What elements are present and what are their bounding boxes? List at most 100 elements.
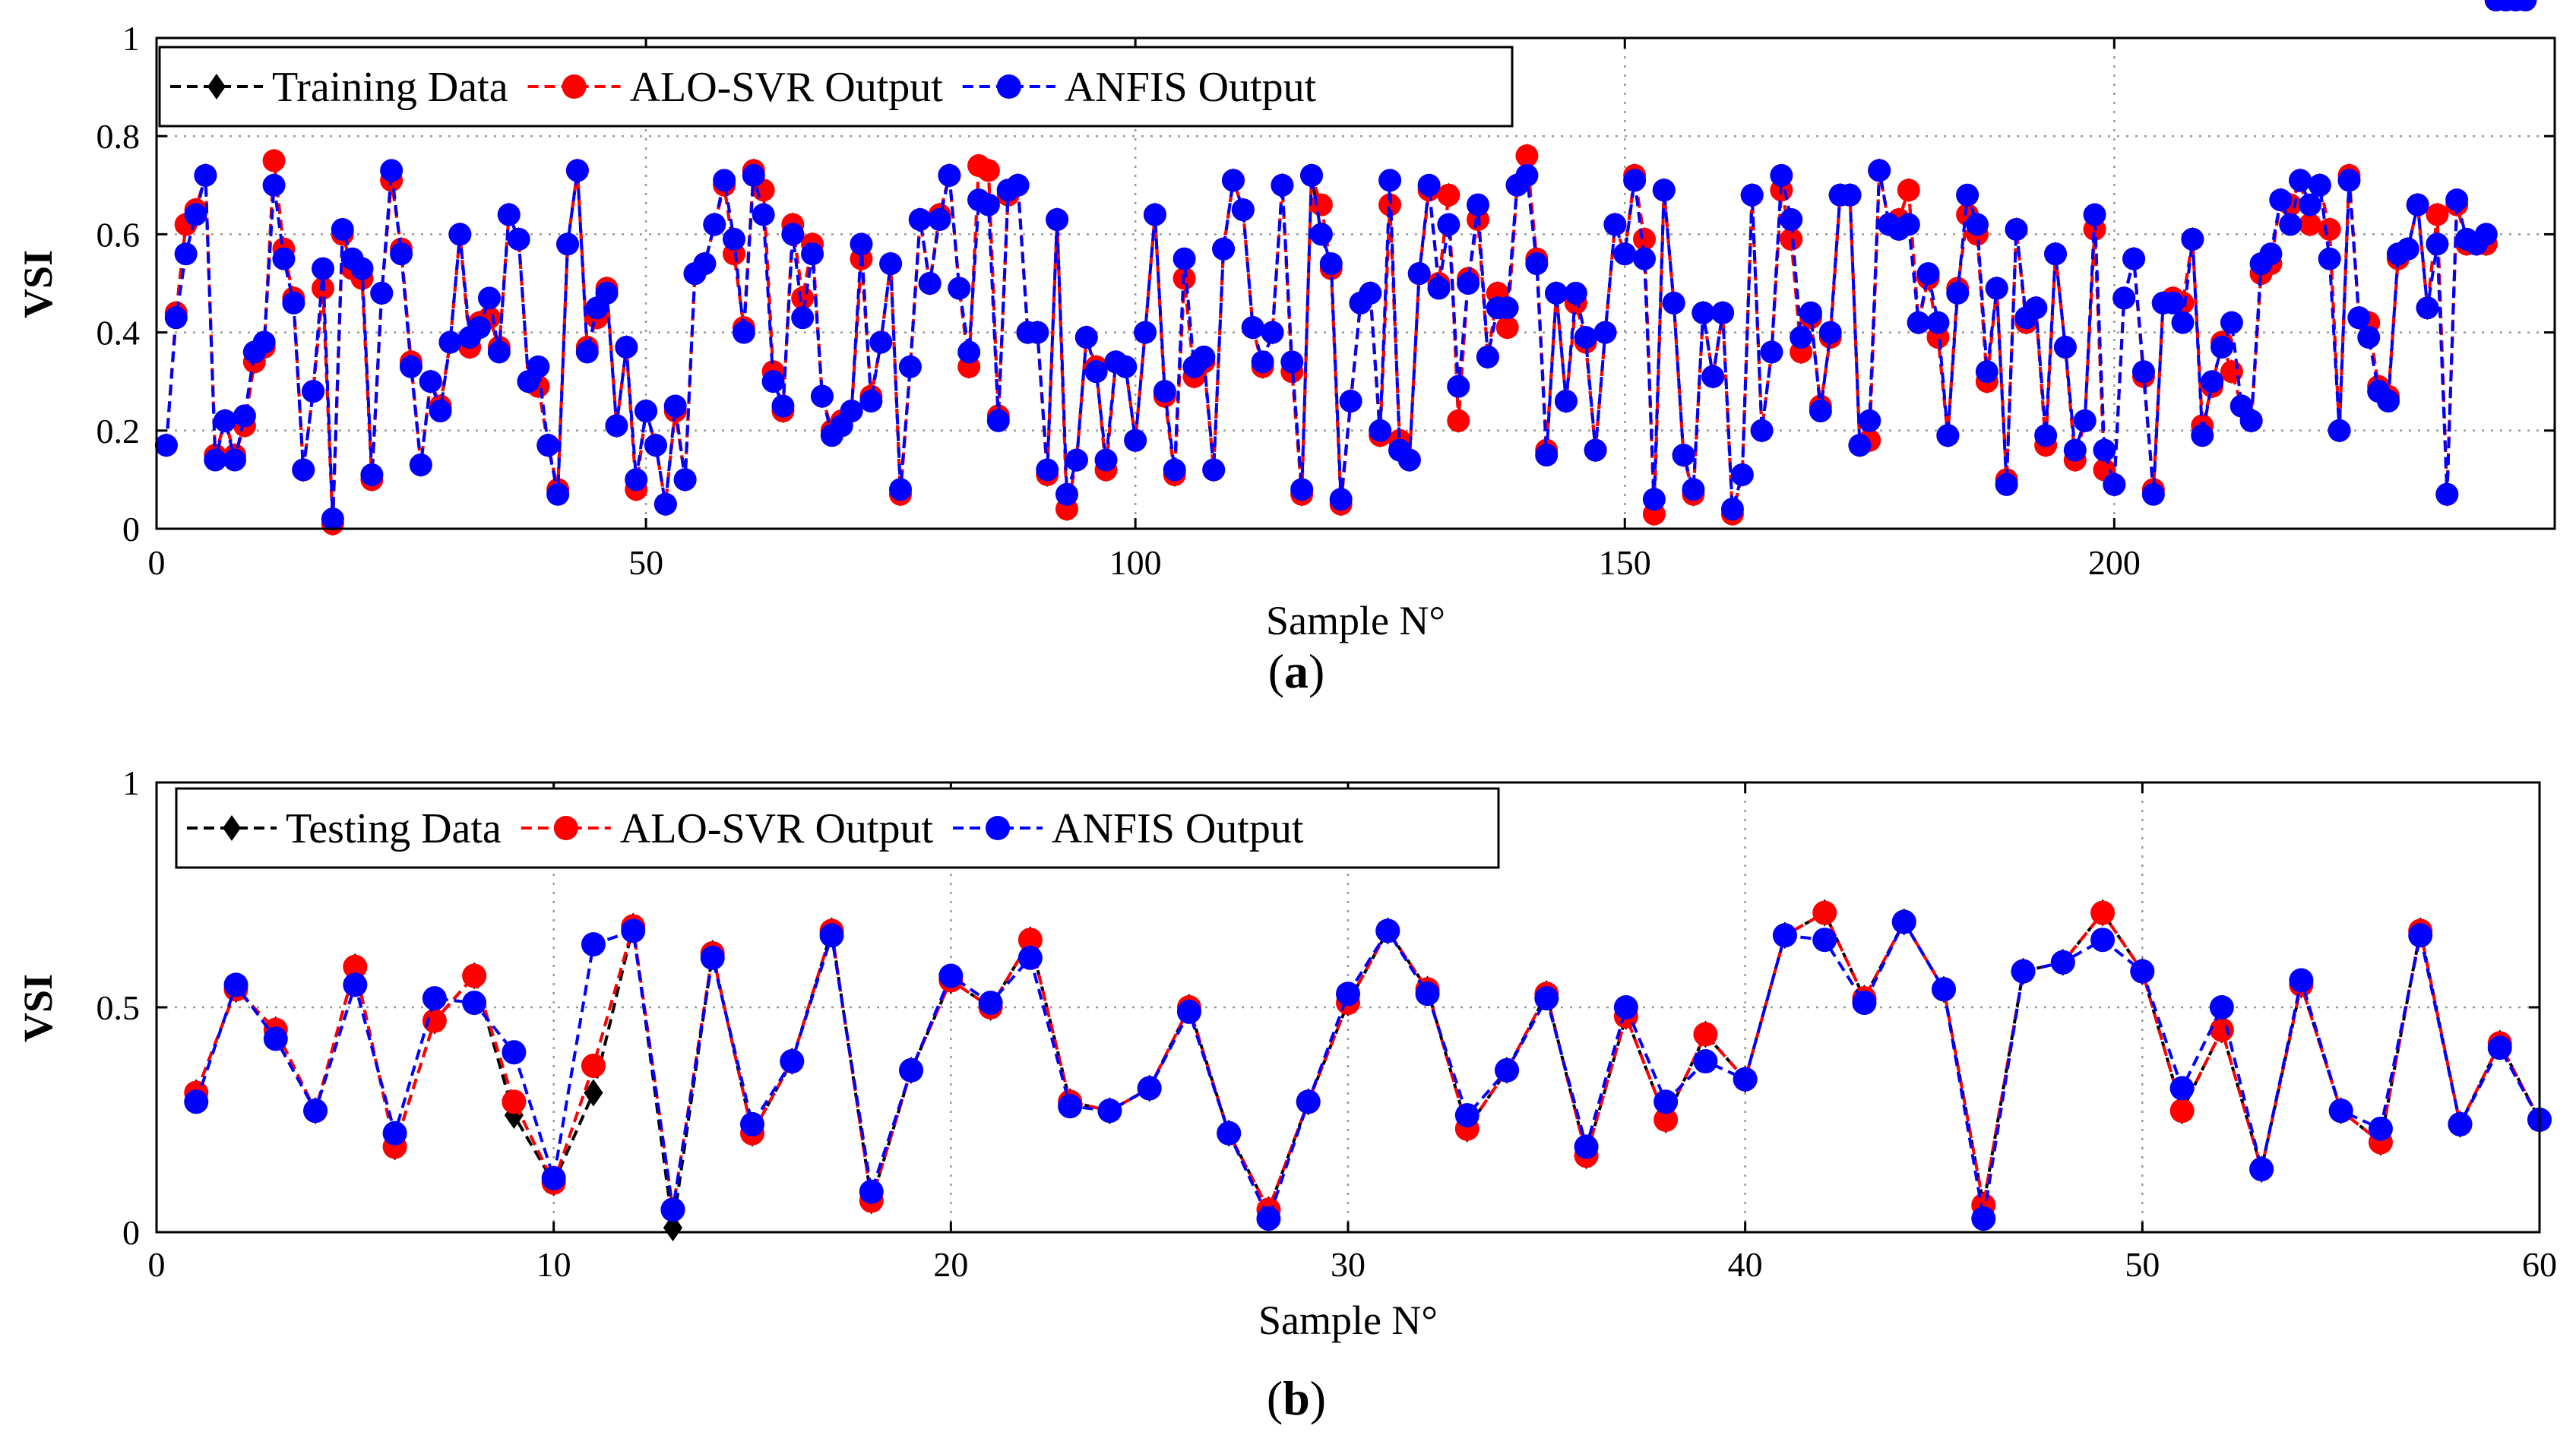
data-point [2368, 1116, 2393, 1141]
data-point [1985, 277, 2008, 300]
data-point [565, 159, 589, 182]
data-point [575, 340, 599, 364]
series-line [164, 170, 2488, 520]
legend-label: Testing Data [286, 805, 502, 852]
y-axis-label: VSI [15, 250, 61, 318]
panel-label: (b) [1267, 1371, 1326, 1425]
data-point [2426, 203, 2449, 226]
data-point [536, 434, 560, 457]
legend-item: ALO-SVR Output [521, 805, 934, 852]
data-point [1995, 473, 2018, 496]
data-point [1495, 316, 1519, 340]
data-point [1956, 183, 1979, 207]
data-point [1642, 488, 1666, 511]
x-tick-label: 150 [1599, 543, 1651, 582]
data-point [1378, 193, 1402, 217]
data-point [448, 223, 472, 246]
data-point [2416, 296, 2439, 320]
data-point [1309, 223, 1333, 246]
data-point [331, 217, 354, 241]
data-point [889, 478, 913, 501]
data-point [2210, 335, 2234, 359]
data-point [1812, 900, 1837, 925]
data-point [1799, 301, 1822, 324]
data-point [1378, 169, 1402, 192]
data-point [1868, 159, 1891, 182]
data-point [223, 972, 248, 997]
data-point [2298, 193, 2321, 217]
data-point [1339, 390, 1362, 413]
data-point [370, 281, 394, 305]
data-point [1809, 399, 1832, 422]
data-point [976, 193, 1000, 217]
data-point [1975, 360, 1998, 384]
data-point [2426, 232, 2449, 256]
data-point [1790, 326, 1813, 349]
data-point [1217, 1121, 1242, 1146]
data-point [252, 330, 276, 354]
data-point [468, 316, 492, 340]
data-point [1437, 213, 1460, 236]
data-point [976, 159, 1000, 182]
legend-marker [996, 74, 1021, 99]
data-point [2053, 335, 2077, 359]
data-point [810, 384, 834, 408]
data-point [978, 991, 1003, 1016]
data-point [2337, 169, 2361, 192]
data-point [477, 286, 501, 310]
data-point [2377, 390, 2400, 413]
data-point [693, 252, 717, 276]
x-tick-label: 100 [1109, 543, 1162, 582]
data-point [2103, 473, 2126, 496]
data-point [780, 1049, 805, 1074]
data-point [262, 149, 286, 172]
data-point [2130, 959, 2155, 984]
data-point [1693, 1022, 1718, 1047]
x-tick-label: 0 [148, 543, 166, 582]
data-point [1074, 326, 1098, 349]
data-point [1672, 444, 1695, 467]
data-point [859, 1179, 884, 1204]
x-tick-label: 200 [2088, 543, 2141, 582]
data-point [527, 355, 550, 378]
x-tick-label: 0 [148, 1245, 166, 1284]
data-point [2011, 959, 2036, 984]
data-point [840, 399, 863, 422]
data-point [2034, 424, 2058, 447]
data-point [154, 434, 178, 457]
data-point [2024, 296, 2048, 320]
y-tick-label: 0.2 [97, 412, 141, 450]
data-point [2239, 409, 2263, 432]
data-point [1017, 945, 1043, 970]
data-point [223, 448, 247, 472]
data-point [2161, 291, 2185, 315]
legend-marker [553, 816, 578, 840]
data-point [653, 492, 677, 516]
data-point [581, 932, 606, 957]
data-point [1907, 311, 1930, 334]
data-point [1495, 1057, 1520, 1083]
data-point [1261, 321, 1284, 344]
data-point [2347, 306, 2371, 330]
data-point [1584, 438, 1607, 462]
legend-box [158, 46, 1514, 128]
data-point [1916, 262, 1940, 286]
data-point [399, 355, 422, 378]
data-point [801, 242, 824, 266]
data-point [2209, 995, 2234, 1019]
legend-label: ALO-SVR Output [620, 805, 934, 852]
data-point [546, 482, 570, 506]
data-point [1733, 1067, 1758, 1092]
data-point [615, 335, 638, 359]
data-point [497, 203, 521, 226]
data-point [438, 330, 462, 354]
data-point [1375, 918, 1400, 944]
data-point [1772, 923, 1797, 948]
data-point [1231, 198, 1255, 222]
legend-marker [207, 74, 226, 100]
data-point [409, 454, 432, 477]
data-point [502, 1089, 527, 1114]
data-point [1633, 247, 1657, 270]
legend-item: Testing Data [187, 805, 502, 852]
data-point [1574, 326, 1597, 349]
